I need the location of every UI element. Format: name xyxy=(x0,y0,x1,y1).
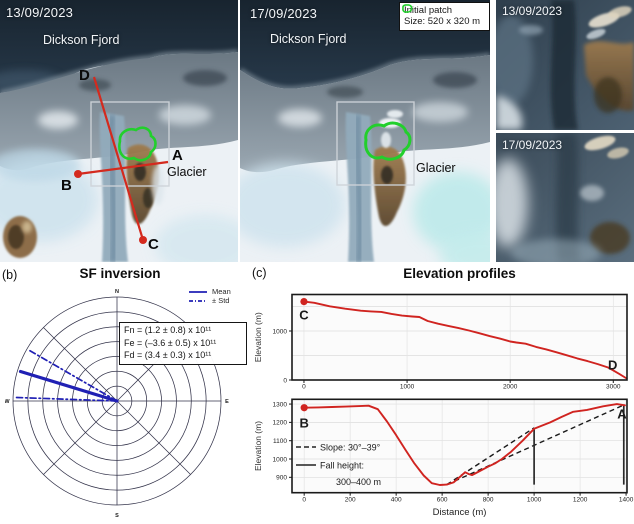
satellite-inset-bottom: 17/09/2023 xyxy=(496,133,634,262)
fn-value: Fn = (1.2 ± 0.8) x 10¹¹ xyxy=(124,325,212,335)
svg-text:1000: 1000 xyxy=(527,497,542,504)
fd-value: Fd = (3.4 ± 0.3) x 10¹¹ xyxy=(124,350,212,360)
svg-text:0: 0 xyxy=(302,497,306,504)
svg-text:Distance (m): Distance (m) xyxy=(433,507,487,518)
svg-text:1200: 1200 xyxy=(573,497,588,504)
svg-text:1000: 1000 xyxy=(400,384,415,391)
panel-b-title: SF inversion xyxy=(79,266,161,281)
point-a-label: A xyxy=(172,147,183,164)
fjord-label: Dickson Fjord xyxy=(43,33,120,47)
mean-line-icon xyxy=(189,290,207,293)
fjord-label: Dickson Fjord xyxy=(270,32,347,46)
svg-text:N: N xyxy=(115,289,119,295)
svg-text:200: 200 xyxy=(345,497,356,504)
patch-size-label: Size: 520 x 320 m xyxy=(404,16,481,27)
svg-text:Slope: 30°–39°: Slope: 30°–39° xyxy=(320,443,381,453)
roi-box xyxy=(90,101,170,187)
svg-text:1400: 1400 xyxy=(619,497,634,504)
force-values-box: Fn = (1.2 ± 0.8) x 10¹¹ Fe = (–3.6 ± 0.5… xyxy=(119,322,247,365)
svg-text:0: 0 xyxy=(302,384,306,391)
point-d-label: D xyxy=(79,67,90,84)
glacier-label: Glacier xyxy=(416,161,456,175)
svg-text:1300: 1300 xyxy=(273,401,288,408)
svg-text:E: E xyxy=(225,399,229,405)
point-c-label: C xyxy=(148,236,159,253)
std-line-icon xyxy=(189,299,207,302)
svg-text:600: 600 xyxy=(437,497,448,504)
satellite-image xyxy=(496,0,634,130)
date-label: 13/09/2023 xyxy=(502,4,563,18)
satellite-panel-middle: 17/09/2023 Dickson Fjord Glacier Initial… xyxy=(240,0,490,262)
svg-text:1000: 1000 xyxy=(273,456,288,463)
panel-b-label: (b) xyxy=(2,268,18,282)
satellite-image xyxy=(240,0,490,262)
patch-legend: Initial patch Size: 520 x 320 m xyxy=(399,2,490,31)
panel-c-label: (c) xyxy=(252,266,267,280)
profile-ba-chart: 900 1000 1100 1200 1300 0 200 400 600 800 1000 1200… xyxy=(253,398,634,518)
panel-c-title: Elevation profiles xyxy=(403,266,516,281)
fe-value: Fe = (–3.6 ± 0.5) x 10¹¹ xyxy=(124,337,217,348)
satellite-inset-top: 13/09/2023 xyxy=(496,0,634,130)
point-b-label: B xyxy=(61,177,72,194)
sf-inversion-polar-chart: N E S W xyxy=(5,289,229,519)
satellite-panel-left: 13/09/2023 Dickson Fjord D A Glacier B C xyxy=(0,0,238,262)
satellite-image xyxy=(496,133,634,262)
transect-dc-line xyxy=(92,76,145,241)
svg-text:1100: 1100 xyxy=(273,438,287,445)
svg-text:2000: 2000 xyxy=(503,384,518,391)
glacier-label: Glacier xyxy=(167,165,207,179)
transect-ba-line xyxy=(77,160,169,176)
svg-text:W: W xyxy=(5,399,10,405)
svg-text:D: D xyxy=(608,358,617,373)
legend-std-label: ± Std xyxy=(212,296,230,305)
svg-text:900: 900 xyxy=(276,475,287,482)
date-label: 17/09/2023 xyxy=(250,6,318,21)
patch-legend-label: Initial patch xyxy=(404,5,453,16)
svg-text:C: C xyxy=(299,308,309,323)
svg-text:3000: 3000 xyxy=(606,384,621,391)
svg-text:Fall height:: Fall height: xyxy=(320,461,364,471)
svg-text:800: 800 xyxy=(483,497,494,504)
point-c-dot xyxy=(139,236,147,244)
svg-text:A: A xyxy=(617,406,627,421)
svg-text:1200: 1200 xyxy=(273,420,288,427)
satellite-image xyxy=(0,0,238,262)
profile-cd-chart: 0 1000 0 1000 2000 3000 Elevation (m) C D xyxy=(253,293,628,391)
date-label: 13/09/2023 xyxy=(6,5,74,20)
svg-text:0: 0 xyxy=(283,377,287,384)
svg-text:S: S xyxy=(115,513,119,519)
initial-patch-outline xyxy=(364,121,412,161)
svg-text:Elevation (m): Elevation (m) xyxy=(253,421,263,471)
svg-text:300–400 m: 300–400 m xyxy=(336,477,381,487)
svg-text:1000: 1000 xyxy=(273,328,288,335)
svg-text:B: B xyxy=(299,416,308,431)
roi-box xyxy=(336,101,415,186)
point-b-dot xyxy=(74,170,82,178)
initial-patch-outline xyxy=(118,126,157,162)
polar-legend: Mean ± Std xyxy=(188,287,231,305)
svg-text:400: 400 xyxy=(391,497,402,504)
svg-text:Elevation (m): Elevation (m) xyxy=(253,312,263,362)
legend-mean-label: Mean xyxy=(212,287,231,296)
date-label: 17/09/2023 xyxy=(502,138,563,152)
patch-outline-icon xyxy=(402,4,413,13)
